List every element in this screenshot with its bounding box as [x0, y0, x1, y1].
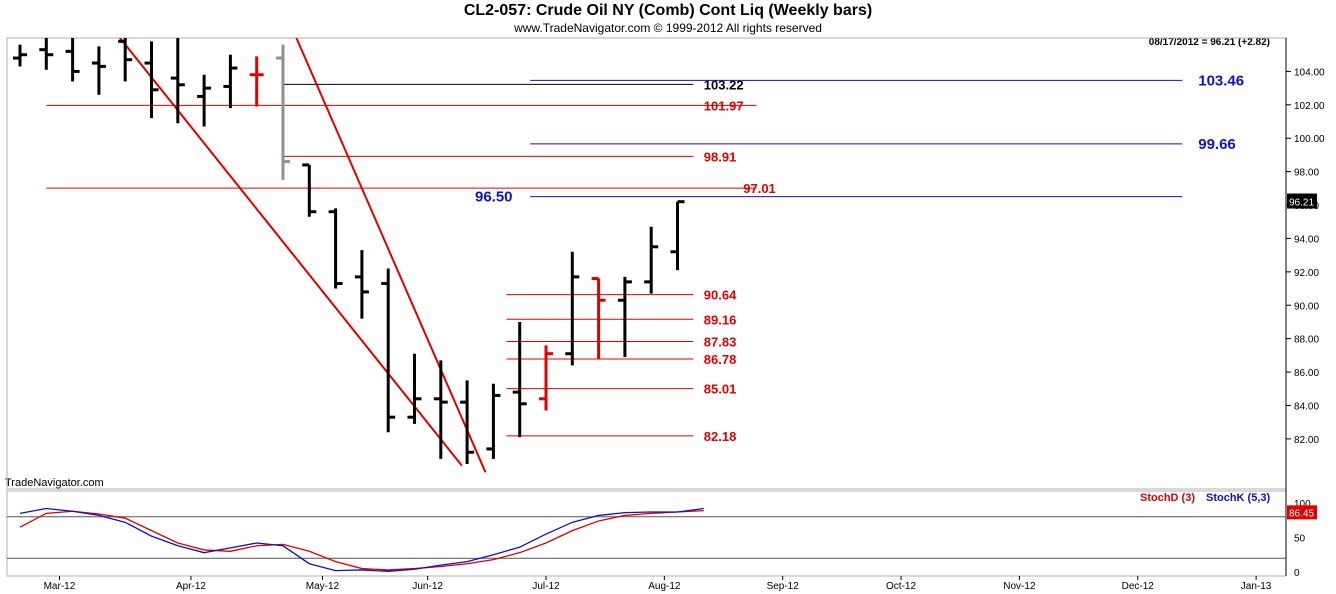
level-label: 101.97 — [704, 98, 744, 113]
x-tick-label: May-12 — [306, 581, 340, 592]
price-bar — [118, 38, 133, 82]
stochk-line — [19, 507, 704, 572]
price-bar — [617, 276, 632, 358]
oscillator-tick-label: 50 — [1294, 534, 1306, 545]
price-bar — [249, 56, 264, 107]
price-bar — [328, 208, 343, 289]
trendlines-layer — [118, 38, 487, 473]
price-bar — [381, 268, 396, 433]
price-tick-label: 82.00 — [1294, 435, 1319, 446]
level-label: 87.83 — [704, 335, 737, 350]
last-value-info: 08/17/2012 = 96.21 (+2.82) — [1148, 37, 1270, 48]
price-bar — [670, 200, 685, 271]
stochd-line — [19, 509, 704, 571]
oscillator-tick-label: 100 — [1294, 499, 1311, 510]
price-bar — [65, 38, 80, 82]
x-tick-label: Sep-12 — [767, 581, 800, 592]
price-bar — [407, 353, 422, 424]
price-bar — [433, 360, 448, 459]
level-label: 86.78 — [704, 352, 737, 367]
chart-subtitle: www.TradeNavigator.com © 1999-2012 All r… — [514, 21, 822, 35]
price-tick-label: 94.00 — [1294, 234, 1319, 245]
x-tick-label: Jan-13 — [1241, 581, 1272, 592]
time-axis: Mar-12 Apr-12 May-12 Jun-12 Jul-12 Aug-12 Sep-… — [44, 576, 1272, 592]
price-bar — [144, 41, 159, 119]
price-bar — [354, 250, 369, 319]
bars-clipped — [13, 38, 685, 464]
level-label: 82.18 — [704, 429, 737, 444]
level-label: 90.64 — [704, 288, 737, 303]
price-bar — [13, 44, 27, 67]
price-bar — [39, 38, 54, 70]
level-label: 85.01 — [704, 382, 737, 397]
legend-stochd: StochD (3) — [1140, 492, 1195, 504]
trendline — [118, 38, 463, 467]
x-tick-label: Dec-12 — [1122, 581, 1155, 592]
last-price-label: 96.21 — [1289, 198, 1314, 209]
level-label: 103.22 — [704, 77, 744, 92]
x-tick-label: Apr-12 — [176, 581, 206, 592]
price-tick-label: 88.00 — [1294, 335, 1319, 346]
chart-frame — [6, 37, 1287, 577]
x-tick-label: Aug-12 — [648, 581, 681, 592]
trendline — [295, 38, 487, 473]
x-tick-label: Jun-12 — [412, 581, 443, 592]
price-bar — [276, 44, 290, 180]
legend-stochk: StochK (5,3) — [1206, 492, 1271, 504]
price-bar — [539, 345, 553, 411]
price-bar — [460, 380, 475, 464]
level-label: 99.66 — [1198, 136, 1236, 153]
watermark: TradeNavigator.com — [5, 477, 104, 489]
price-bar — [223, 54, 238, 109]
oscillator-last-label: 86.45 — [1289, 508, 1314, 519]
price-tick-label: 84.00 — [1294, 401, 1319, 412]
last-price-box — [1287, 193, 1317, 209]
oscillator-last-box — [1287, 505, 1317, 520]
price-bar — [91, 46, 106, 95]
price-bar — [512, 321, 527, 438]
level-label: 97.01 — [743, 181, 776, 196]
levels-layer: 103.22 101.97 98.91 97.01 90.64 89.16 87.83 86.… — [46, 72, 1244, 444]
price-axis: 82.0084.0086.0088.0090.0092.0094.0096.00… — [1286, 67, 1325, 446]
x-tick-label: Oct-12 — [886, 581, 916, 592]
level-label: 89.16 — [704, 312, 737, 327]
x-tick-label: Nov-12 — [1003, 581, 1036, 592]
price-bars-layer — [13, 38, 685, 464]
level-label: 96.50 — [475, 189, 513, 206]
x-tick-label: Mar-12 — [44, 581, 76, 592]
price-tick-label: 100.00 — [1294, 134, 1325, 145]
price-bar — [565, 251, 580, 366]
oscillator-tick-label: 0 — [1294, 568, 1300, 579]
price-tick-label: 86.00 — [1294, 368, 1319, 379]
level-label: 98.91 — [704, 149, 737, 164]
price-tick-label: 98.00 — [1294, 168, 1319, 179]
oscillator-panel-border — [6, 490, 1287, 577]
price-tick-label: 92.00 — [1294, 268, 1319, 279]
level-label: 103.46 — [1198, 72, 1244, 89]
price-tick-label: 90.00 — [1294, 301, 1319, 312]
price-bar — [197, 74, 212, 127]
price-bar — [591, 277, 606, 359]
price-bar — [644, 226, 659, 294]
price-tick-label: 104.00 — [1294, 67, 1325, 78]
price-tick-label: 102.00 — [1294, 101, 1325, 112]
chart-title: CL2-057: Crude Oil NY (Comb) Cont Liq (W… — [463, 2, 873, 19]
x-tick-label: Jul-12 — [532, 581, 560, 592]
price-bar — [170, 38, 185, 124]
price-bar — [486, 383, 501, 459]
price-bar — [302, 163, 317, 217]
